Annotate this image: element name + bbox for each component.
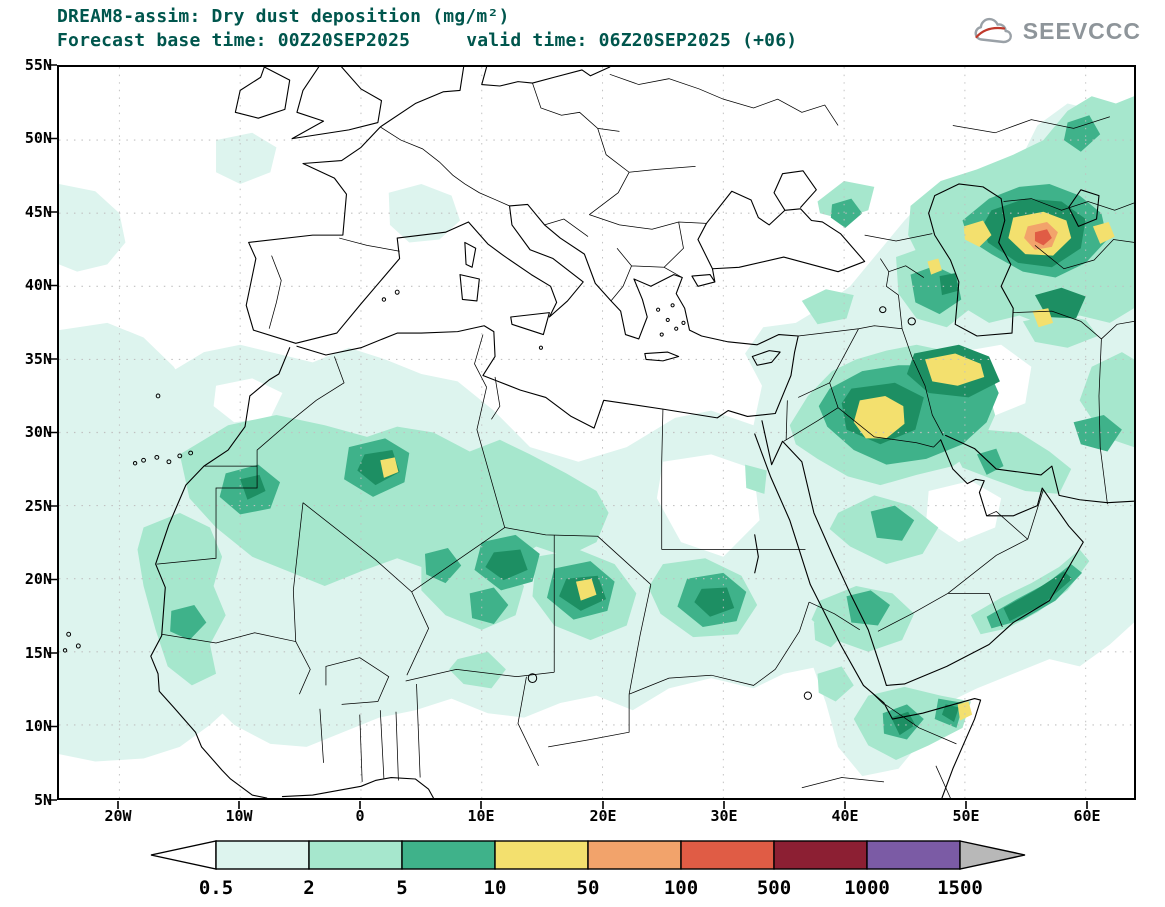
colorbar-tick-label: 100	[664, 877, 698, 899]
base-time-text: Forecast base time: 00Z20SEP2025	[57, 30, 411, 51]
logo-text: SEEVCCC	[1022, 17, 1141, 44]
colorbar-segment	[680, 840, 775, 870]
lat-label: 15N	[24, 644, 52, 662]
coastlines	[63, 67, 1134, 798]
country-borders	[157, 74, 1134, 798]
lon-label: 10W	[225, 807, 253, 825]
colorbar-tick-label: 0.5	[199, 877, 233, 899]
colorbar-segment	[773, 840, 868, 870]
lon-label: 20W	[104, 807, 132, 825]
dust-fill-layer	[59, 96, 1134, 777]
lat-label: 30N	[24, 423, 52, 441]
colorbar-tick-label: 50	[577, 877, 600, 899]
colorbar-tick-label: 5	[396, 877, 407, 899]
cloud-icon	[974, 17, 1012, 44]
lat-label: 45N	[24, 203, 52, 221]
lon-label: 30E	[710, 807, 738, 825]
lat-label: 50N	[24, 129, 52, 147]
lon-label: 20E	[589, 807, 617, 825]
map-canvas	[59, 67, 1134, 798]
plot-subtitle: Forecast base time: 00Z20SEP2025 valid ti…	[57, 30, 797, 51]
colorbar-over-arrow	[959, 840, 1026, 870]
colorbar: 0.5 2 5 10 50 100 500 1000 1500	[148, 838, 1038, 900]
plot-title: DREAM8-assim: Dry dust deposition (mg/m²…	[57, 6, 510, 27]
colorbar-tick-label: 1000	[844, 877, 890, 899]
colorbar-segment	[215, 840, 310, 870]
map-frame	[57, 65, 1136, 800]
lat-label: 35N	[24, 350, 52, 368]
colorbar-segment	[494, 840, 589, 870]
colorbar-svg: 0.5 2 5 10 50 100 500 1000 1500	[150, 840, 1026, 899]
lon-label: 0	[355, 807, 365, 825]
colorbar-tick-label: 1500	[937, 877, 983, 899]
lon-label: 50E	[952, 807, 980, 825]
lat-label: 40N	[24, 276, 52, 294]
colorbar-tick-label: 2	[303, 877, 314, 899]
lat-label: 55N	[24, 56, 52, 74]
seevccc-logo: SEEVCCC	[970, 16, 1141, 46]
lon-label: 60E	[1073, 807, 1101, 825]
colorbar-segment	[308, 840, 403, 870]
lon-label: 40E	[831, 807, 859, 825]
valid-time-text: valid time: 06Z20SEP2025 (+06)	[466, 30, 798, 51]
lat-label: 10N	[24, 717, 52, 735]
colorbar-under-arrow	[150, 840, 217, 870]
lat-label: 20N	[24, 570, 52, 588]
colorbar-segment	[587, 840, 682, 870]
colorbar-tick-label: 10	[484, 877, 507, 899]
colorbar-segment	[401, 840, 496, 870]
lat-label: 5N	[33, 791, 52, 809]
colorbar-tick-label: 500	[757, 877, 791, 899]
colorbar-segment	[866, 840, 961, 870]
lat-label: 25N	[24, 497, 52, 515]
lon-label: 10E	[467, 807, 495, 825]
